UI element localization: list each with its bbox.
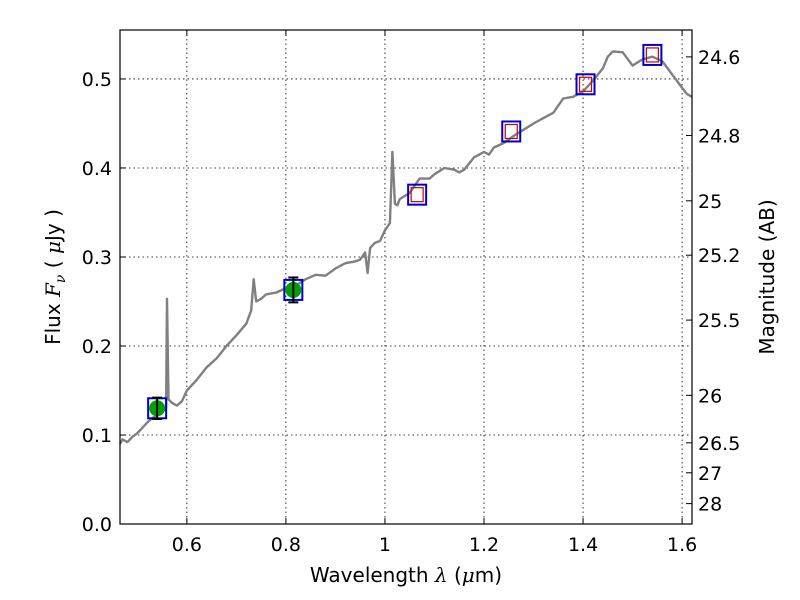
- x-axis-label-lambda: λ: [434, 563, 448, 587]
- mag-tick-label: 24.8: [698, 125, 740, 147]
- ticks-layer: 0.6 0.8 1 1.2 1.4 1.6 0.0 0.1 0.2 0.3 0.4 0.5 24.6 24…: [82, 30, 740, 556]
- y-tick-label: 0.4: [82, 158, 112, 180]
- x-axis-label-prefix: Wavelength: [310, 563, 435, 587]
- series-layer: [118, 50, 693, 445]
- x-axis-label: Wavelength λ (μm): [310, 563, 502, 587]
- grid-layer: [120, 30, 692, 524]
- spectrum-line: [118, 50, 693, 445]
- mag-tick-label: 25: [698, 191, 722, 213]
- x-tick-label: 1.4: [568, 534, 598, 556]
- y-tick-label: 0.0: [82, 514, 112, 536]
- y-axis-label-F: F: [41, 282, 65, 298]
- mag-tick-label: 25.2: [698, 245, 740, 267]
- y-tick-label: 0.3: [82, 247, 112, 269]
- x-tick-label: 0.6: [172, 534, 202, 556]
- plot-frame: [119, 29, 693, 525]
- y-axis-label-prefix: Flux: [41, 297, 65, 345]
- x-tick-label: 1.6: [667, 534, 697, 556]
- mag-tick-label: 27: [698, 463, 722, 485]
- x-axis-label-mu: μ: [462, 563, 475, 587]
- x-tick-label: 1.2: [469, 534, 499, 556]
- model-square-blue: [642, 43, 663, 66]
- x-axis-label-unit-open: (: [448, 563, 462, 587]
- model-square-blue: [501, 120, 522, 143]
- mag-tick-label: 26: [698, 385, 722, 407]
- y-axis-label-nu: ν: [53, 274, 69, 283]
- model-square-red: [410, 187, 424, 203]
- y-axis-label: Flux Fν ( μJy ): [41, 209, 69, 345]
- model-square-blue: [575, 73, 596, 96]
- markers-layer: [147, 43, 663, 420]
- model-square-red: [504, 123, 518, 140]
- mag-tick-label: 24.6: [698, 47, 740, 69]
- y2-axis-label: Magnitude (AB): [755, 199, 779, 354]
- y-axis-label-unit-open: (: [41, 254, 65, 275]
- model-square-red: [645, 47, 659, 63]
- model-square-red: [578, 76, 593, 92]
- mag-tick-label: 26.5: [698, 433, 740, 455]
- x-tick-label: 1: [379, 534, 391, 556]
- y-axis-label-unit-close: Jy ): [41, 209, 65, 243]
- y-tick-label: 0.5: [82, 69, 112, 91]
- mag-tick-label: 28: [698, 494, 722, 516]
- y-tick-label: 0.1: [82, 425, 112, 447]
- y-tick-label: 0.2: [82, 336, 112, 358]
- model-square-blue: [407, 183, 428, 206]
- y-axis-label-mu: μ: [41, 241, 65, 254]
- x-tick-label: 0.8: [271, 534, 301, 556]
- x-axis-label-unit-close: m): [475, 563, 502, 587]
- mag-tick-label: 25.5: [698, 310, 740, 332]
